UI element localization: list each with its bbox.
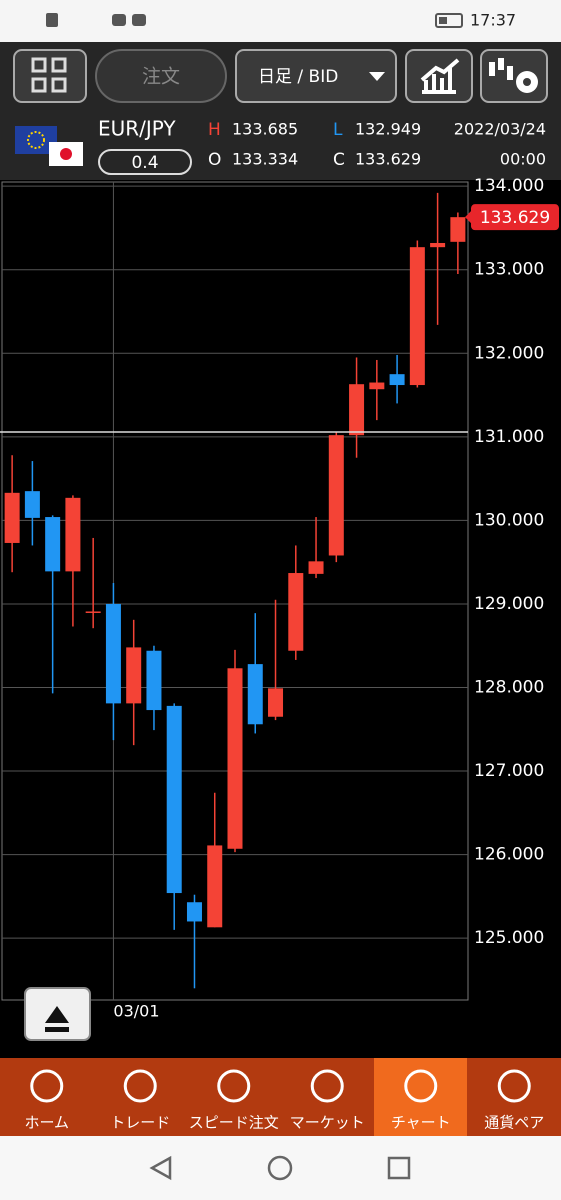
bottom-nav (0, 1058, 561, 1136)
nav-icon (404, 1069, 438, 1103)
time: 00:00 (500, 150, 546, 169)
nav-label: 通貨ペア (484, 1114, 544, 1132)
back-button[interactable] (149, 1155, 172, 1181)
nav-icon (30, 1069, 64, 1103)
menu-icon (31, 57, 67, 93)
y-tick-label: 131.000 (474, 427, 544, 447)
status-time: 17:37 (470, 11, 516, 30)
close-label: C (333, 150, 345, 170)
close: 133.629 (355, 150, 421, 169)
y-tick-label: 130.000 (474, 510, 544, 530)
candle-body (105, 603, 121, 704)
spread-box (98, 149, 192, 175)
y-tick-label: 128.000 (474, 678, 544, 698)
nav-icon (497, 1069, 531, 1103)
timeframe-label: 日足 / BID (258, 67, 338, 87)
recent-button[interactable] (387, 1156, 411, 1180)
high: 133.685 (232, 120, 298, 139)
y-tick-label: 125.000 (474, 928, 544, 948)
status-icons (46, 13, 463, 28)
y-tick-label: 127.000 (474, 761, 544, 781)
x-tick-label: 03/01 (113, 1002, 159, 1021)
nav-label: マーケット (290, 1114, 365, 1132)
indicator-button[interactable] (405, 49, 473, 103)
y-tick-label: 132.000 (474, 343, 544, 363)
chart: 134.000 133.000 132.000 131.000 130.000 129.0… (1, 176, 559, 1021)
candle-body (45, 517, 61, 572)
home-button[interactable] (267, 1155, 293, 1181)
candle-body (85, 611, 101, 613)
low: 132.949 (355, 120, 421, 139)
nav-icon (310, 1069, 344, 1103)
eject-icon (45, 1006, 69, 1032)
candle-body (4, 492, 20, 543)
candle-body (146, 650, 162, 711)
nav-label: トレード (110, 1114, 170, 1132)
candle-body (227, 668, 243, 849)
order-label: 注文 (142, 66, 180, 88)
candle-body (126, 647, 142, 704)
candle-body (268, 688, 284, 717)
candle-body (389, 374, 405, 386)
nav-label: チャート (391, 1114, 451, 1132)
plot-area (1, 181, 469, 1001)
y-tick-label: 133.000 (474, 260, 544, 280)
flags (15, 126, 83, 166)
low-label: L (333, 120, 343, 140)
candle-body (308, 561, 324, 574)
candle-body (450, 217, 466, 242)
nav-label: ホーム (24, 1114, 69, 1132)
price-tag-arrow (465, 211, 471, 224)
spread: 0.4 (131, 153, 158, 173)
pair: EUR/JPY (98, 117, 176, 141)
candle-body (166, 705, 182, 894)
y-tick-label: 134.000 (474, 176, 544, 196)
y-tick-label: 126.000 (474, 845, 544, 865)
open: 133.334 (232, 150, 298, 169)
date: 2022/03/24 (454, 120, 546, 139)
candle-body (369, 382, 385, 390)
candle-body (24, 491, 40, 518)
candle-body (430, 242, 446, 248)
candle-body (409, 247, 425, 386)
menu-button[interactable] (13, 49, 87, 103)
settings-icon (489, 58, 538, 93)
candle-body (207, 845, 223, 928)
dropdown-arrow (369, 72, 385, 81)
timeframe-select[interactable] (235, 49, 397, 103)
nav-icon (123, 1069, 157, 1103)
price-tag (471, 204, 559, 231)
price-tag-label: 133.629 (480, 208, 550, 228)
open-label: O (208, 150, 221, 170)
candle-body (349, 384, 365, 436)
candle-body (328, 435, 344, 556)
system-nav (0, 1136, 561, 1200)
high-label: H (208, 120, 221, 140)
candle-body (288, 573, 304, 651)
candle-body (186, 902, 202, 922)
nav-label: スピード注文 (189, 1114, 279, 1132)
status-bar (0, 0, 561, 42)
order-button[interactable] (95, 49, 227, 103)
candle-body (247, 664, 263, 725)
indicator-icon (420, 58, 460, 94)
nav-items: ホーム トレード スピード注文 マーケット チャート 通貨ペア (24, 1069, 544, 1132)
nav-icon (217, 1069, 251, 1103)
y-tick-label: 129.000 (474, 594, 544, 614)
candle-body (65, 497, 81, 572)
